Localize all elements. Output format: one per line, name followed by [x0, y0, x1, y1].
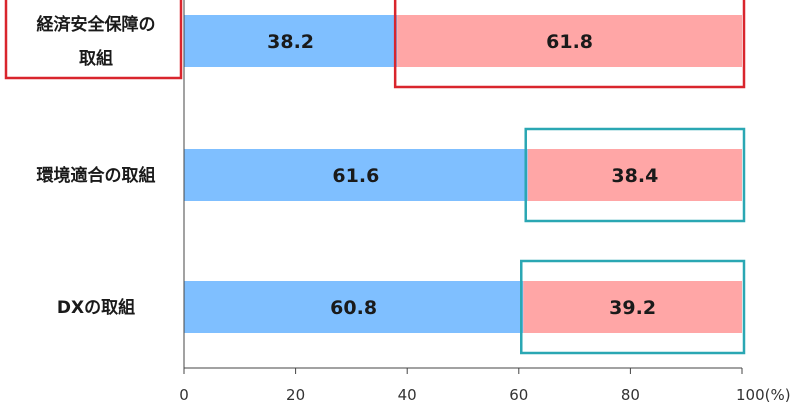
bar-segment-0-0	[184, 15, 398, 67]
value-label-0-1: 61.8	[546, 31, 593, 53]
bar-segment-2-0	[184, 281, 524, 333]
highlight-box-0	[4, 0, 183, 80]
x-tick-label-4: 80	[621, 386, 640, 404]
x-tick-label-1: 20	[286, 386, 305, 404]
category-label-2: DXの取組	[57, 297, 135, 318]
value-label-1-1: 38.4	[611, 165, 658, 187]
value-label-2-1: 39.2	[609, 297, 656, 319]
highlight-box-3	[520, 259, 746, 355]
value-label-2-0: 60.8	[330, 297, 377, 319]
bar-segment-2-1	[523, 281, 742, 333]
x-tick-label-0: 0	[179, 386, 189, 404]
highlight-box-1	[393, 0, 746, 89]
category-label-1: 環境適合の取組	[37, 165, 156, 186]
bar-segment-0-1	[397, 15, 742, 67]
value-label-0-0: 38.2	[267, 31, 314, 53]
category-label-0-line-1: 取組	[79, 48, 113, 69]
bar-segment-1-1	[527, 149, 742, 201]
value-label-1-0: 61.6	[332, 165, 379, 187]
x-tick-label-2: 40	[398, 386, 417, 404]
x-tick-label-5: 100(%)	[736, 386, 791, 404]
highlight-box-2	[524, 127, 746, 223]
category-label-0-line-0: 経済安全保障の	[37, 14, 156, 35]
bar-segment-1-0	[184, 149, 528, 201]
x-tick-label-3: 60	[509, 386, 528, 404]
